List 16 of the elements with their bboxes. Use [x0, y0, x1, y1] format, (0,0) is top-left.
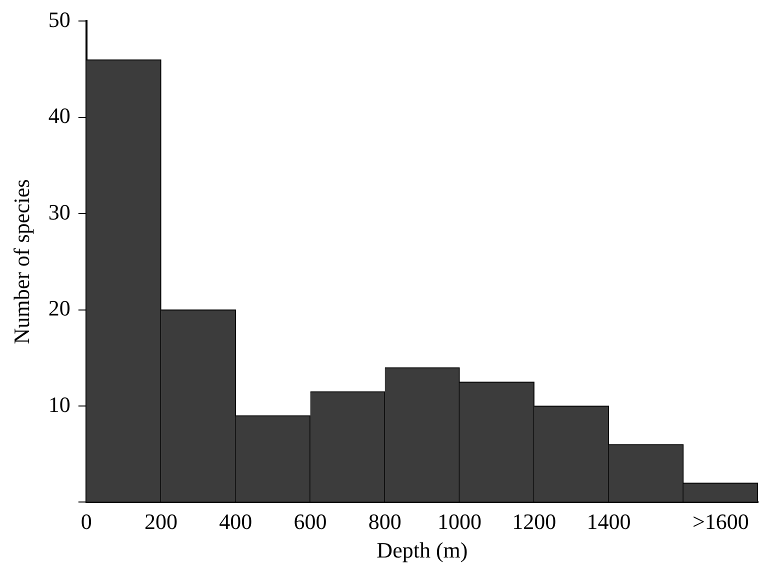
y-tick-label: 10 — [48, 392, 70, 417]
x-tick-label: 1000 — [438, 509, 482, 534]
y-tick-label: 30 — [48, 199, 70, 224]
x-tick-label: 600 — [294, 509, 327, 534]
x-tick-label: 200 — [144, 509, 178, 534]
x-tick-label: >1600 — [692, 509, 749, 534]
y-tick-label: 50 — [48, 6, 70, 32]
x-tick-label: 1200 — [512, 509, 556, 534]
y-axis-title: Number of species — [8, 179, 34, 344]
x-tick-label: 0 — [80, 509, 92, 534]
x-axis-title: Depth (m) — [376, 538, 468, 563]
x-tick-label: 400 — [219, 509, 252, 534]
x-tick-label: 800 — [368, 509, 402, 534]
y-tick-label: 40 — [48, 103, 70, 128]
x-tick-label: 1400 — [586, 509, 631, 534]
y-tick-label: 20 — [48, 296, 70, 321]
